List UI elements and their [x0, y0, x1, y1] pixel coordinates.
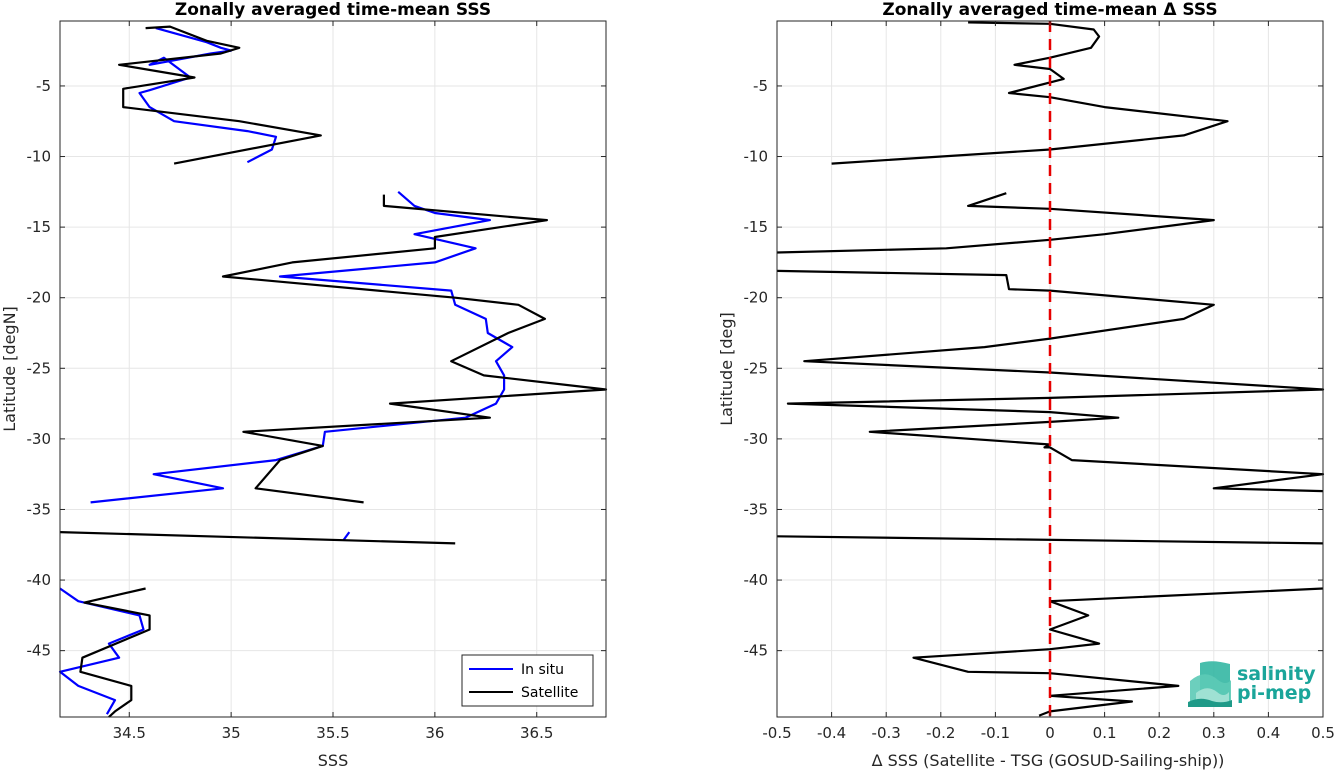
logo-text-salinity: salinity — [1237, 663, 1316, 685]
left-chart-title: Zonally averaged time-mean SSS — [175, 0, 491, 20]
legend-in-situ-label: In situ — [521, 662, 564, 678]
x-tick-label: -0.4 — [817, 724, 846, 742]
series-line-satellite — [59, 531, 456, 545]
series-line-satellite — [79, 587, 151, 718]
series-line-delta-sss — [776, 192, 1215, 254]
x-tick-label: 35.5 — [316, 724, 349, 742]
wave-logo-icon — [1188, 661, 1232, 707]
right-data-lines — [776, 21, 1325, 717]
y-tick-label: -40 — [744, 571, 769, 589]
right-tick-labels: -0.5 -0.4 -0.3 -0.2 -0.1 0 0.1 0.2 0.3 0.4 0.5 -5 -1… — [744, 21, 1335, 742]
left-x-axis-label: SSS — [318, 751, 348, 770]
y-tick-label: -35 — [744, 500, 769, 518]
y-tick-label: -45 — [27, 642, 52, 660]
x-tick-label: 36 — [425, 724, 444, 742]
y-tick-label: -5 — [753, 77, 768, 95]
x-tick-label: 0.3 — [1202, 724, 1226, 742]
series-line-delta-sss — [776, 535, 1324, 545]
y-tick-label: -30 — [744, 430, 769, 448]
left-tick-labels: 34.5 35 35.5 36 36.5 -5 -10 -15 -20 -25 -30 -35 -40 -… — [27, 21, 606, 742]
x-tick-label: 34.5 — [113, 724, 146, 742]
series-line-delta-sss — [831, 21, 1229, 165]
left-grid — [60, 21, 606, 717]
y-tick-label: -30 — [27, 430, 52, 448]
x-tick-label: 35 — [222, 724, 241, 742]
x-tick-label: 0.4 — [1256, 724, 1280, 742]
x-tick-label: -0.5 — [762, 724, 791, 742]
y-tick-label: -5 — [36, 77, 51, 95]
y-tick-label: -40 — [27, 571, 52, 589]
right-chart-title: Zonally averaged time-mean Δ SSS — [882, 0, 1217, 20]
x-tick-label: -0.1 — [981, 724, 1010, 742]
x-tick-label: -0.2 — [926, 724, 955, 742]
x-tick-label: 0.2 — [1147, 724, 1171, 742]
series-line-in-situ — [342, 531, 351, 542]
series-line-delta-sss — [776, 269, 1325, 493]
y-tick-label: -35 — [27, 500, 52, 518]
legend-box — [461, 654, 594, 707]
right-chart: -0.5 -0.4 -0.3 -0.2 -0.1 0 0.1 0.2 0.3 0.4 0.5 -5 -1… — [717, 0, 1335, 770]
x-tick-label: -0.3 — [872, 724, 901, 742]
right-x-axis-label: Δ SSS (Satellite - TSG (GOSUD-Sailing-sh… — [872, 751, 1225, 770]
salinity-pi-mep-logo: salinity pi-mep — [1188, 661, 1316, 707]
y-tick-label: -45 — [744, 642, 769, 660]
series-line-satellite — [221, 194, 608, 504]
x-tick-label: 0.1 — [1093, 724, 1117, 742]
y-tick-label: -10 — [27, 148, 52, 166]
x-tick-label: 0.5 — [1311, 724, 1335, 742]
x-tick-label: 0 — [1045, 724, 1055, 742]
y-tick-label: -25 — [744, 359, 769, 377]
y-tick-label: -20 — [27, 289, 52, 307]
y-tick-label: -10 — [744, 148, 769, 166]
legend-satellite-label: Satellite — [521, 685, 578, 701]
y-tick-label: -20 — [744, 289, 769, 307]
left-data-lines — [58, 25, 608, 718]
y-tick-label: -25 — [27, 359, 52, 377]
series-line-satellite — [117, 25, 322, 165]
series-line-in-situ — [138, 27, 278, 164]
left-chart: 34.5 35 35.5 36 36.5 -5 -10 -15 -20 -25 -30 -35 -40 -… — [0, 0, 608, 770]
right-y-axis-label: Latitude [deg] — [717, 312, 736, 426]
x-tick-label: 36.5 — [520, 724, 553, 742]
logo-text-pi-mep: pi-mep — [1237, 682, 1311, 704]
series-line-delta-sss — [912, 587, 1324, 717]
y-tick-label: -15 — [27, 218, 52, 236]
y-tick-label: -15 — [744, 218, 769, 236]
legend: In situ Satellite — [461, 654, 594, 707]
left-y-axis-label: Latitude [degN] — [0, 306, 19, 432]
